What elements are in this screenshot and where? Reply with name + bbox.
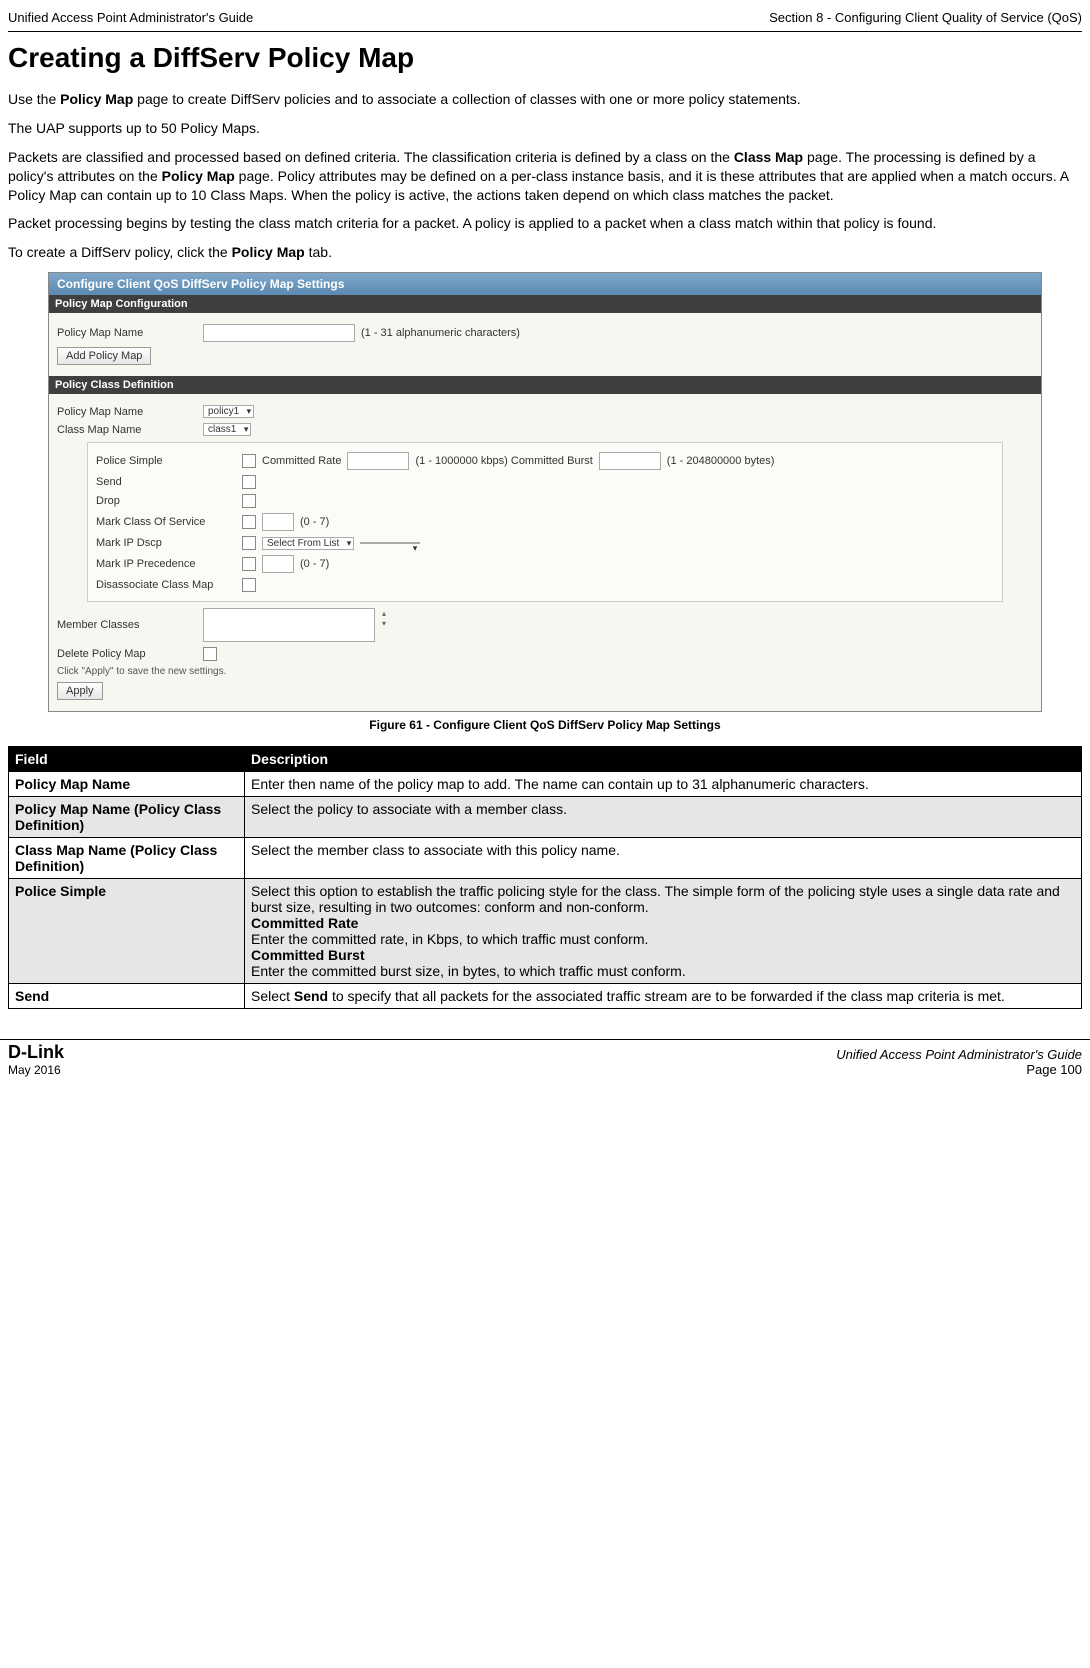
mark-cos-checkbox[interactable] [242,515,256,529]
burst-hint: (1 - 204800000 bytes) [667,455,775,467]
mark-cos-input[interactable] [262,513,294,531]
footer-brand: D-Link May 2016 [8,1042,64,1077]
member-classes-list[interactable] [203,608,375,642]
figure-caption: Figure 61 - Configure Client QoS DiffSer… [8,718,1082,732]
header-left: Unified Access Point Administrator's Gui… [8,10,253,25]
panel-title: Configure Client QoS DiffServ Policy Map… [49,273,1041,295]
header-right: Section 8 - Configuring Client Quality o… [769,10,1082,25]
mark-prec-input[interactable] [262,555,294,573]
table-row: Class Map Name (Policy Class Definition) [9,838,245,879]
delete-policy-checkbox[interactable] [203,647,217,661]
table-row: Select the member class to associate wit… [245,838,1082,879]
section-policy-class-def: Policy Class Definition [49,376,1041,394]
policy-map-name-hint: (1 - 31 alphanumeric characters) [361,327,520,339]
delete-policy-label: Delete Policy Map [57,648,197,660]
policy-map-name-input[interactable] [203,324,355,342]
table-row: Policy Map Name (Policy Class Definition… [9,797,245,838]
table-row: Enter then name of the policy map to add… [245,772,1082,797]
table-row: Police Simple [9,879,245,984]
disassoc-checkbox[interactable] [242,578,256,592]
police-simple-label: Police Simple [96,455,236,467]
class-map-name-label: Class Map Name [57,424,197,436]
section-policy-map-config: Policy Map Configuration [49,295,1041,313]
mark-prec-checkbox[interactable] [242,557,256,571]
mark-dscp-label: Mark IP Dscp [96,537,236,549]
table-row: Select the policy to associate with a me… [245,797,1082,838]
member-classes-label: Member Classes [57,619,197,631]
committed-rate-label: Committed Rate [262,455,341,467]
page-title: Creating a DiffServ Policy Map [8,42,1082,74]
rate-hint: (1 - 1000000 kbps) Committed Burst [415,455,592,467]
table-row: Select this option to establish the traf… [245,879,1082,984]
intro-para-2: The UAP supports up to 50 Policy Maps. [8,119,1082,138]
mark-prec-label: Mark IP Precedence [96,558,236,570]
add-policy-map-button[interactable]: Add Policy Map [57,347,151,365]
intro-para-1: Use the Policy Map page to create DiffSe… [8,90,1082,109]
apply-note: Click "Apply" to save the new settings. [57,666,1033,677]
prec-hint: (0 - 7) [300,558,329,570]
th-field: Field [9,747,245,772]
attributes-box: Police Simple Committed Rate (1 - 100000… [87,442,1003,602]
dscp-value-select[interactable] [360,542,420,544]
send-label: Send [96,476,236,488]
dscp-select[interactable]: Select From List [262,537,354,550]
qos-screenshot: Configure Client QoS DiffServ Policy Map… [48,272,1042,712]
mark-dscp-checkbox[interactable] [242,536,256,550]
disassoc-label: Disassociate Class Map [96,579,236,591]
police-simple-checkbox[interactable] [242,454,256,468]
intro-para-5: To create a DiffServ policy, click the P… [8,243,1082,262]
th-desc: Description [245,747,1082,772]
class-map-select[interactable]: class1 [203,423,251,436]
footer-page: Page 100 [836,1062,1082,1077]
footer-guide: Unified Access Point Administrator's Gui… [836,1047,1082,1062]
footer-date: May 2016 [8,1063,64,1077]
policy-map-name-label-2: Policy Map Name [57,406,197,418]
table-row: Select Send to specify that all packets … [245,984,1082,1009]
drop-checkbox[interactable] [242,494,256,508]
mark-cos-label: Mark Class Of Service [96,516,236,528]
cos-hint: (0 - 7) [300,516,329,528]
apply-button[interactable]: Apply [57,682,103,700]
table-row: Send [9,984,245,1009]
drop-label: Drop [96,495,236,507]
intro-para-4: Packet processing begins by testing the … [8,214,1082,233]
intro-para-3: Packets are classified and processed bas… [8,148,1082,205]
committed-rate-input[interactable] [347,452,409,470]
policy-map-name-label: Policy Map Name [57,327,197,339]
policy-map-select[interactable]: policy1 [203,405,254,418]
fields-table: Field Description Policy Map Name Enter … [8,746,1082,1009]
send-checkbox[interactable] [242,475,256,489]
table-row: Policy Map Name [9,772,245,797]
committed-burst-input[interactable] [599,452,661,470]
